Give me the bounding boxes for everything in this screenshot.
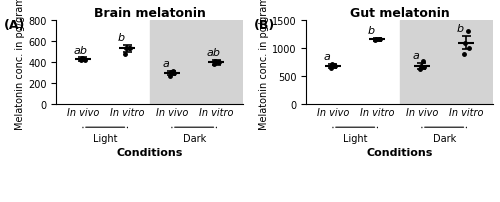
Text: b: b <box>118 33 125 43</box>
Text: Dark: Dark <box>182 133 206 143</box>
Text: (B): (B) <box>254 19 275 32</box>
Text: (A): (A) <box>4 19 26 32</box>
Bar <box>150 21 243 104</box>
Text: b: b <box>456 24 464 34</box>
Text: Light: Light <box>93 133 118 143</box>
Title: Gut melatonin: Gut melatonin <box>350 7 450 20</box>
Text: b: b <box>368 26 375 36</box>
Y-axis label: Melatonin conc. in pg/gram: Melatonin conc. in pg/gram <box>259 0 269 129</box>
Text: Light: Light <box>343 133 367 143</box>
Text: Conditions: Conditions <box>366 147 433 158</box>
Text: ab: ab <box>73 45 87 56</box>
Y-axis label: Melatonin conc. in pg/gram: Melatonin conc. in pg/gram <box>16 0 26 129</box>
Text: a: a <box>412 51 419 61</box>
Text: a: a <box>162 59 169 69</box>
Text: a: a <box>323 52 330 62</box>
Text: ab: ab <box>206 48 220 58</box>
Text: Dark: Dark <box>432 133 456 143</box>
Text: Conditions: Conditions <box>116 147 183 158</box>
Title: Brain melatonin: Brain melatonin <box>94 7 206 20</box>
Bar <box>400 21 493 104</box>
